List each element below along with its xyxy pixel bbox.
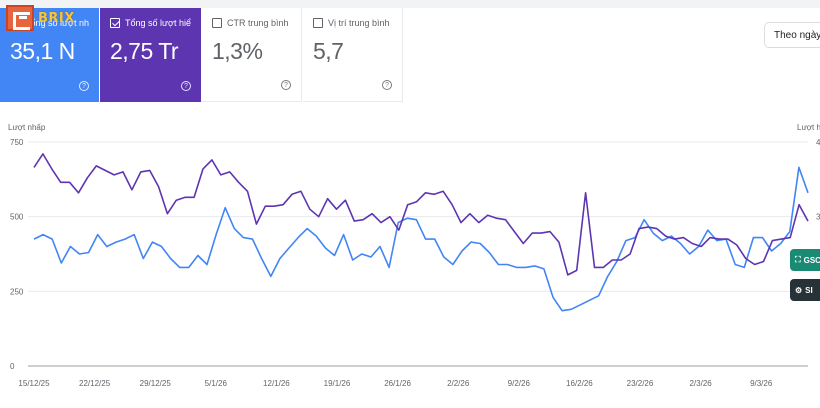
x-tick-label: 2/2/26 bbox=[447, 379, 470, 388]
checkbox-checked-icon[interactable] bbox=[110, 18, 120, 28]
help-icon[interactable]: ? bbox=[382, 80, 392, 90]
metric-card-impressions-label: Tổng số lượt hiển ... bbox=[125, 18, 191, 28]
y-tick-label: 250 bbox=[10, 287, 24, 296]
y-tick-label: 0 bbox=[10, 362, 15, 371]
brand-logo-mark-icon bbox=[6, 5, 34, 31]
gear-icon: ⚙ bbox=[795, 285, 803, 295]
x-tick-label: 9/2/26 bbox=[508, 379, 531, 388]
x-tick-label: 16/2/26 bbox=[566, 379, 593, 388]
checkbox-unchecked-icon[interactable] bbox=[212, 18, 222, 28]
period-dropdown-button[interactable]: Theo ngày bbox=[764, 22, 820, 48]
x-tick-label: 2/3/26 bbox=[689, 379, 712, 388]
series-line-impressions bbox=[33, 153, 809, 276]
metric-card-ctr-label: CTR trung bình bbox=[227, 18, 289, 28]
brand-logo: BRIX bbox=[6, 5, 80, 31]
right-axis-title: Lượt hiển bbox=[797, 123, 820, 132]
x-tick-label: 23/2/26 bbox=[627, 379, 654, 388]
brand-logo-text: BRIX bbox=[38, 10, 75, 26]
metric-card-ctr[interactable]: CTR trung bình 1,3% ? bbox=[202, 8, 302, 102]
x-tick-label: 19/1/26 bbox=[324, 379, 351, 388]
metric-card-impressions[interactable]: Tổng số lượt hiển ... 2,75 Tr ? bbox=[100, 8, 201, 102]
x-tick-label: 22/12/25 bbox=[79, 379, 111, 388]
y-right-tick-label: 4 bbox=[816, 138, 820, 147]
help-icon[interactable]: ? bbox=[181, 81, 191, 91]
metric-card-impressions-header: Tổng số lượt hiển ... bbox=[110, 18, 191, 28]
x-tick-label: 15/12/25 bbox=[18, 379, 50, 388]
left-axis-title: Lượt nhấp bbox=[8, 123, 46, 132]
y-tick-label: 750 bbox=[10, 138, 24, 147]
y-tick-label: 500 bbox=[10, 213, 24, 222]
gsc-icon: ⛶ bbox=[795, 255, 801, 264]
y-right-tick-label: 3 bbox=[816, 213, 820, 222]
x-tick-label: 12/1/26 bbox=[263, 379, 290, 388]
x-tick-label: 9/3/26 bbox=[750, 379, 773, 388]
metric-card-clicks-value: 35,1 N bbox=[10, 38, 75, 64]
help-icon[interactable]: ? bbox=[281, 80, 291, 90]
metric-card-position-header: Vị trí trung bình bbox=[313, 18, 392, 28]
metric-card-position[interactable]: Vị trí trung bình 5,7 ? bbox=[303, 8, 403, 102]
x-tick-label: 26/1/26 bbox=[384, 379, 411, 388]
checkbox-unchecked-icon[interactable] bbox=[313, 18, 323, 28]
metric-card-ctr-header: CTR trung bình bbox=[212, 18, 291, 28]
series-line-clicks bbox=[33, 166, 809, 312]
settings-float-button[interactable]: ⚙ SI bbox=[790, 279, 820, 301]
gsc-button-label: GSC bbox=[803, 255, 820, 265]
top-bar bbox=[0, 0, 820, 8]
metric-card-clicks-label: Tổng số lượt nhấp bbox=[25, 18, 89, 28]
metric-card-position-label: Vị trí trung bình bbox=[328, 18, 390, 28]
x-tick-label: 5/1/26 bbox=[205, 379, 228, 388]
metric-cards: Tổng số lượt nhấp 35,1 N ? Tổng số lượt … bbox=[0, 8, 404, 102]
settings-button-label: SI bbox=[805, 285, 813, 295]
x-tick-label: 29/12/25 bbox=[140, 379, 172, 388]
metric-card-ctr-value: 1,3% bbox=[212, 38, 263, 64]
gsc-float-button[interactable]: ⛶ GSC bbox=[790, 249, 820, 271]
metric-card-position-value: 5,7 bbox=[313, 38, 344, 64]
help-icon[interactable]: ? bbox=[79, 81, 89, 91]
metric-card-impressions-value: 2,75 Tr bbox=[110, 38, 179, 64]
